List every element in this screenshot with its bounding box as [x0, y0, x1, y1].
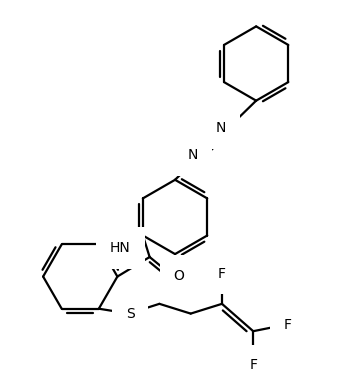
Text: N: N — [215, 121, 226, 135]
Text: N: N — [188, 148, 198, 162]
Text: F: F — [218, 266, 226, 280]
Text: HN: HN — [110, 241, 131, 255]
Text: F: F — [284, 318, 291, 332]
Text: F: F — [249, 358, 257, 372]
Text: S: S — [126, 307, 135, 321]
Text: O: O — [173, 269, 184, 283]
